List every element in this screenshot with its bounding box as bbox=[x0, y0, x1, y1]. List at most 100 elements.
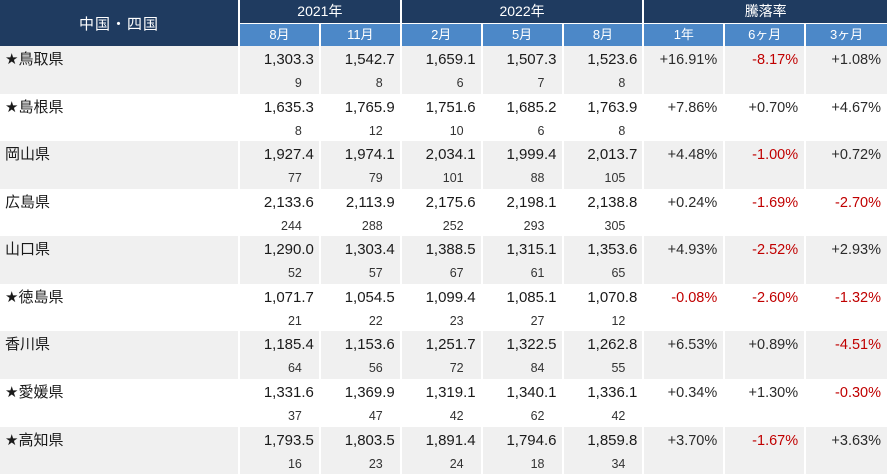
count-value: 101 bbox=[442, 171, 464, 186]
change-rate-value: +0.89% bbox=[725, 331, 807, 379]
change-rate-value: +6.53% bbox=[644, 331, 726, 379]
column-header-6month: 6ヶ月 bbox=[725, 24, 807, 46]
price-value: 1,099.4 bbox=[425, 288, 476, 306]
count-value: 293 bbox=[523, 218, 545, 233]
change-rate-value: +1.30% bbox=[725, 378, 807, 427]
column-header-3month: 3ヶ月 bbox=[806, 24, 887, 46]
price-cell: 1,054.5 22 bbox=[321, 283, 402, 332]
price-cell: 1,290.0 52 bbox=[240, 236, 321, 284]
count-value: 23 bbox=[449, 313, 464, 328]
price-value: 1,999.4 bbox=[506, 146, 557, 164]
price-cell: 1,340.1 62 bbox=[483, 378, 564, 427]
price-value: 2,138.8 bbox=[587, 193, 638, 211]
count-value: 23 bbox=[368, 456, 383, 471]
price-value: 1,507.3 bbox=[506, 51, 557, 68]
price-value: 1,085.1 bbox=[506, 288, 557, 306]
price-cell: 2,198.1 293 bbox=[483, 188, 564, 237]
price-cell: 1,999.4 88 bbox=[483, 141, 564, 189]
change-rate-value: +3.63% bbox=[831, 432, 881, 449]
column-header-1year: 1年 bbox=[644, 24, 726, 46]
count-value: 67 bbox=[449, 266, 464, 281]
count-value: 244 bbox=[281, 218, 302, 233]
price-cell: 1,794.6 18 bbox=[483, 426, 564, 474]
price-cell: 1,303.4 57 bbox=[321, 236, 402, 284]
count-value: 84 bbox=[530, 361, 545, 376]
year-group-2022: 2022年 bbox=[401, 0, 645, 24]
change-rate-value: +0.72% bbox=[831, 147, 881, 164]
price-cell: 1,523.6 8 bbox=[564, 46, 645, 94]
count-value: 12 bbox=[368, 123, 383, 138]
prefecture-name: ★島根県 bbox=[0, 93, 240, 142]
price-cell: 1,635.3 8 bbox=[240, 93, 321, 142]
change-rate-value: +4.67% bbox=[831, 99, 881, 116]
year-group-2021: 2021年 bbox=[240, 0, 402, 24]
change-rate-value: -1.00% bbox=[725, 141, 807, 189]
prefecture-name: ★高知県 bbox=[0, 426, 240, 474]
price-cell: 2,113.9 288 bbox=[321, 188, 402, 237]
price-cell: 1,542.7 8 bbox=[321, 46, 402, 94]
change-rate-value: +0.24% bbox=[644, 188, 726, 237]
change-rate-value: -8.17% bbox=[725, 46, 807, 94]
price-cell: 1,353.6 65 bbox=[564, 236, 645, 284]
count-value: 305 bbox=[604, 218, 626, 233]
column-header-2021-aug: 8月 bbox=[240, 24, 321, 46]
price-value: 1,071.7 bbox=[263, 288, 314, 306]
change-rate-value: -2.60% bbox=[725, 283, 807, 332]
change-rate-value: -2.52% bbox=[725, 236, 807, 284]
price-cell: 1,765.9 12 bbox=[321, 93, 402, 142]
price-value: 1,185.4 bbox=[263, 336, 314, 354]
price-cell: 1,303.3 9 bbox=[240, 46, 321, 94]
price-value: 1,340.1 bbox=[506, 383, 557, 401]
count-value: 10 bbox=[449, 123, 464, 138]
change-rate-value: +2.93% bbox=[831, 242, 881, 259]
price-cell: 1,322.5 84 bbox=[483, 331, 564, 379]
price-value: 2,013.7 bbox=[587, 146, 638, 164]
change-rate-value: +4.48% bbox=[644, 141, 726, 189]
price-cell: 1,336.1 42 bbox=[564, 378, 645, 427]
price-cell: 2,138.8 305 bbox=[564, 188, 645, 237]
prefecture-name: ★鳥取県 bbox=[0, 46, 240, 94]
change-rate-value: -4.51% bbox=[835, 337, 881, 354]
count-value: 62 bbox=[530, 408, 545, 423]
count-value: 34 bbox=[611, 456, 626, 471]
table-row: ★徳島県 1,071.7 21 1,054.5 22 1,099.4 23 1,085.1 27… bbox=[0, 283, 887, 332]
price-cell: 1,751.6 10 bbox=[402, 93, 483, 142]
count-value: 22 bbox=[368, 313, 383, 328]
prefecture-name: 広島県 bbox=[0, 188, 240, 237]
price-cell: 1,685.2 6 bbox=[483, 93, 564, 142]
count-value: 27 bbox=[530, 313, 545, 328]
price-cell: 1,262.8 55 bbox=[564, 331, 645, 379]
table-row: ★高知県 1,793.5 16 1,803.5 23 1,891.4 24 1,794.6 18… bbox=[0, 426, 887, 474]
table-row: ★鳥取県 1,303.3 9 1,542.7 8 1,659.1 6 1,507.3 7 1,52… bbox=[0, 46, 887, 94]
change-rate-value: +0.34% bbox=[644, 378, 726, 427]
count-value: 12 bbox=[611, 313, 626, 328]
price-value: 1,974.1 bbox=[344, 146, 395, 164]
change-rate-value: -0.08% bbox=[644, 283, 726, 332]
price-cell: 2,133.6 244 bbox=[240, 188, 321, 237]
change-rate-value: +1.08% bbox=[831, 52, 881, 68]
price-value: 1,523.6 bbox=[587, 51, 638, 68]
price-value: 1,763.9 bbox=[587, 98, 638, 116]
price-cell: 1,099.4 23 bbox=[402, 283, 483, 332]
table-row: 香川県 1,185.4 64 1,153.6 56 1,251.7 72 1,322.5 84 1… bbox=[0, 331, 887, 379]
count-value: 88 bbox=[530, 171, 545, 186]
price-cell: 1,659.1 6 bbox=[402, 46, 483, 94]
price-cell: 1,859.8 34 bbox=[564, 426, 645, 474]
price-cell: 1,071.7 21 bbox=[240, 283, 321, 332]
price-value: 1,070.8 bbox=[587, 288, 638, 306]
price-cell: 1,793.5 16 bbox=[240, 426, 321, 474]
table-body: ★鳥取県 1,303.3 9 1,542.7 8 1,659.1 6 1,507.3 7 1,52… bbox=[0, 46, 887, 474]
prefecture-name: 山口県 bbox=[0, 236, 240, 284]
price-cell: 1,331.6 37 bbox=[240, 378, 321, 427]
price-value: 1,388.5 bbox=[425, 241, 476, 259]
price-cell: 1,369.9 47 bbox=[321, 378, 402, 427]
price-value: 1,685.2 bbox=[506, 98, 557, 116]
count-value: 42 bbox=[449, 408, 464, 423]
price-cell: 1,085.1 27 bbox=[483, 283, 564, 332]
price-cell: 1,315.1 61 bbox=[483, 236, 564, 284]
column-header-2022-aug: 8月 bbox=[563, 24, 645, 46]
price-cell: 2,034.1 101 bbox=[402, 141, 483, 189]
change-rate-value: +7.86% bbox=[644, 93, 726, 142]
change-rate-value: +16.91% bbox=[644, 46, 726, 94]
price-cell: 1,974.1 79 bbox=[321, 141, 402, 189]
